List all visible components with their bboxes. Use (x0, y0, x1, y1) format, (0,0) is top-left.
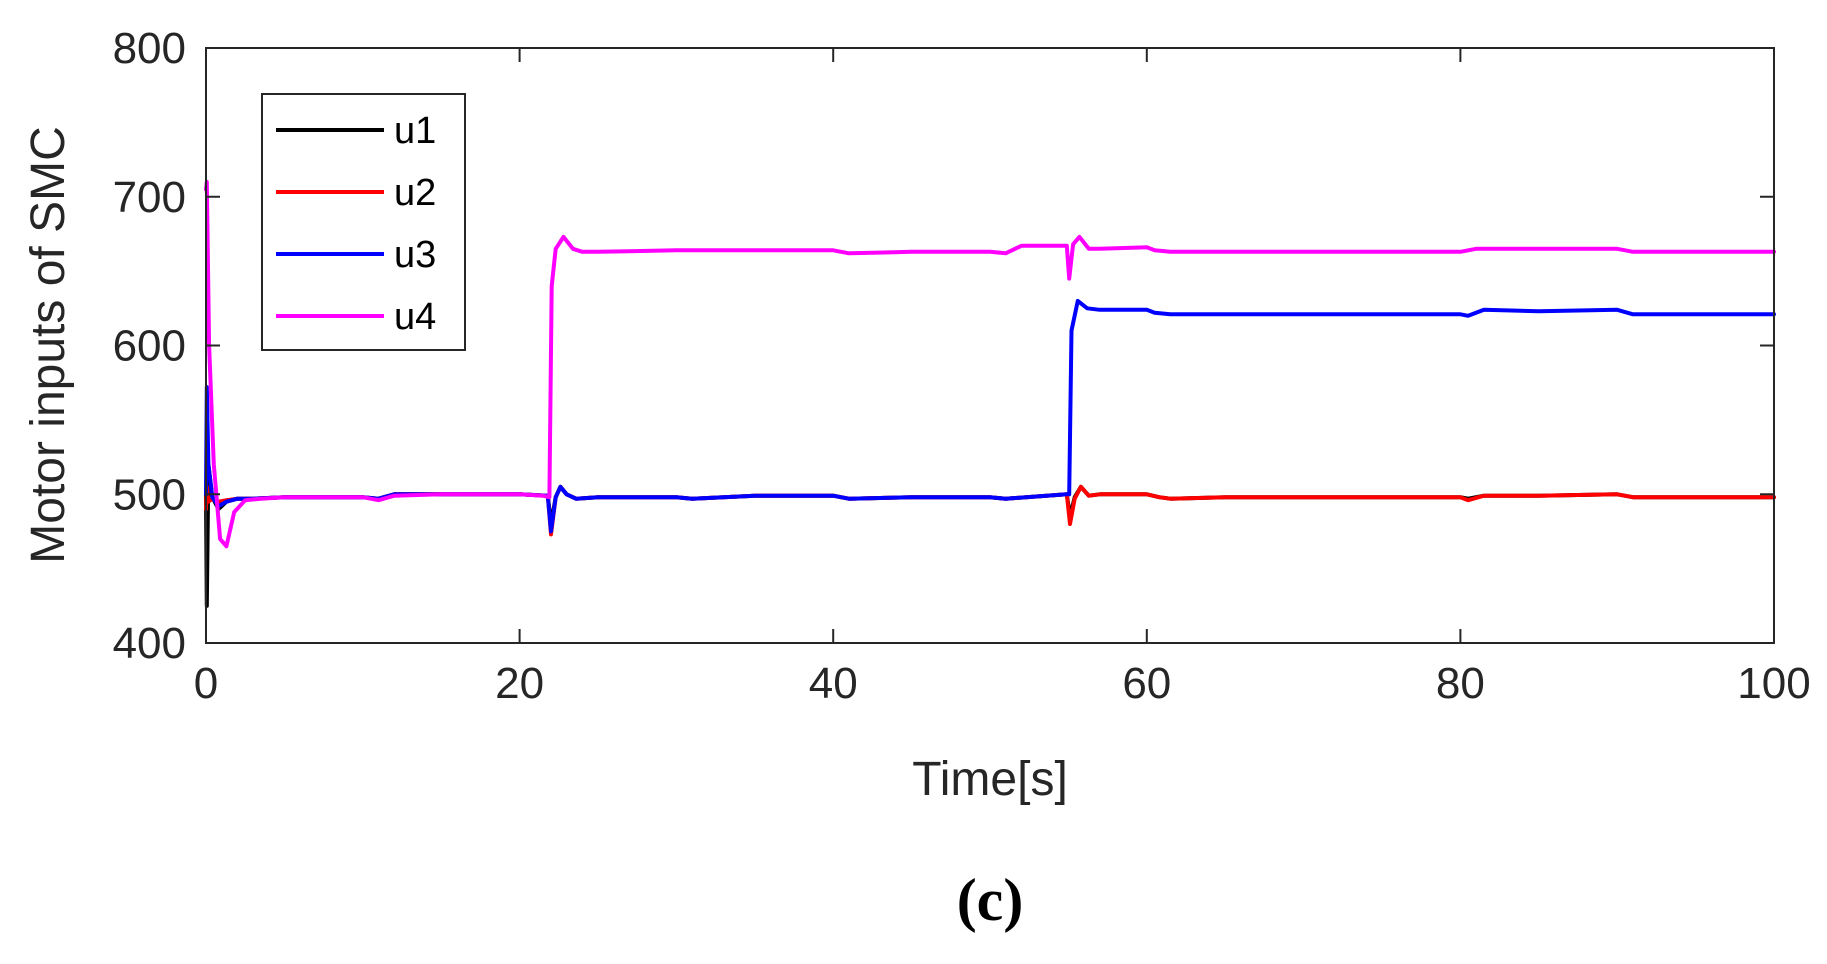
x-axis-label: Time[s] (912, 753, 1068, 806)
legend: u1 u2 u3 u4 (261, 93, 466, 351)
legend-label-u2: u2 (394, 172, 436, 214)
legend-label-u4: u4 (394, 296, 436, 338)
y-axis-label: Motor inputs of SMC (22, 126, 75, 563)
panel-label: (c) (957, 867, 1024, 933)
x-tick-label: 40 (809, 659, 858, 708)
y-tick-label: 400 (113, 619, 186, 668)
x-tick-label: 60 (1122, 659, 1171, 708)
x-tick-label: 0 (194, 659, 218, 708)
y-tick-label: 600 (113, 322, 186, 371)
series-line-u4 (204, 179, 1776, 549)
legend-label-u1: u1 (394, 110, 436, 152)
legend-box (261, 93, 466, 351)
x-tick-label: 20 (495, 659, 544, 708)
x-tick-label: 80 (1436, 659, 1485, 708)
y-tick-label: 500 (113, 470, 186, 519)
series-layer (204, 179, 1776, 608)
axis-ticks: 0 20 40 60 80 100 400 500 600 700 800 (113, 24, 1811, 708)
y-tick-label: 700 (113, 173, 186, 222)
series-line-u1 (204, 462, 1776, 608)
x-tick-label: 100 (1737, 659, 1810, 708)
y-tick-label: 800 (113, 24, 186, 73)
legend-label-u3: u3 (394, 234, 436, 276)
